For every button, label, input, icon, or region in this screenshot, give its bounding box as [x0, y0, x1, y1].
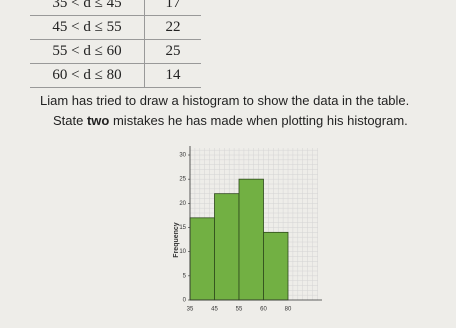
bar	[238, 178, 264, 301]
table-cell: 35 < d ≤ 45	[30, 0, 145, 16]
table-cell: 22	[144, 15, 201, 40]
bar	[214, 193, 240, 301]
data-table: 35 < d ≤ 45 17 45 < d ≤ 55 22 55 < d ≤ 60 25 6…	[30, 0, 201, 88]
bar	[263, 231, 289, 301]
y-axis-title: Frequency	[173, 222, 180, 258]
table-cell: 45 < d ≤ 55	[30, 15, 145, 40]
table-cell: 14	[144, 63, 201, 88]
table-cell: 17	[144, 0, 201, 16]
table-cell: 60 < d ≤ 80	[30, 63, 145, 88]
table-cell: 25	[144, 39, 201, 64]
x-tick-label: 45	[211, 307, 218, 313]
emphasis: two	[86, 113, 110, 128]
y-tick-label: 15	[179, 225, 186, 231]
x-tick-label: 60	[260, 307, 267, 313]
question-line: Liam has tried to draw a histogram to sh…	[40, 93, 410, 108]
y-tick-label: 0	[183, 298, 187, 304]
table-row: 55 < d ≤ 60 25	[30, 39, 201, 64]
table-row: 60 < d ≤ 80 14	[30, 63, 201, 88]
x-tick-label: 55	[236, 307, 243, 313]
text: State	[53, 113, 87, 128]
y-tick-label: 25	[179, 177, 186, 183]
table-row: 35 < d ≤ 45 17	[30, 0, 201, 16]
y-tick-label: 10	[179, 249, 186, 255]
y-tick-label: 30	[179, 153, 186, 159]
bar	[189, 217, 215, 301]
table-cell: 55 < d ≤ 60	[30, 39, 145, 64]
x-tick-label: 35	[187, 307, 194, 313]
y-tick-label: 5	[183, 273, 187, 279]
y-tick-label: 20	[179, 201, 186, 207]
table-row: 45 < d ≤ 55 22	[30, 15, 201, 40]
text: mistakes he has made when plotting his h…	[109, 113, 408, 128]
question-line: State two mistakes he has made when plot…	[53, 113, 408, 128]
x-tick-label: 80	[285, 307, 292, 313]
